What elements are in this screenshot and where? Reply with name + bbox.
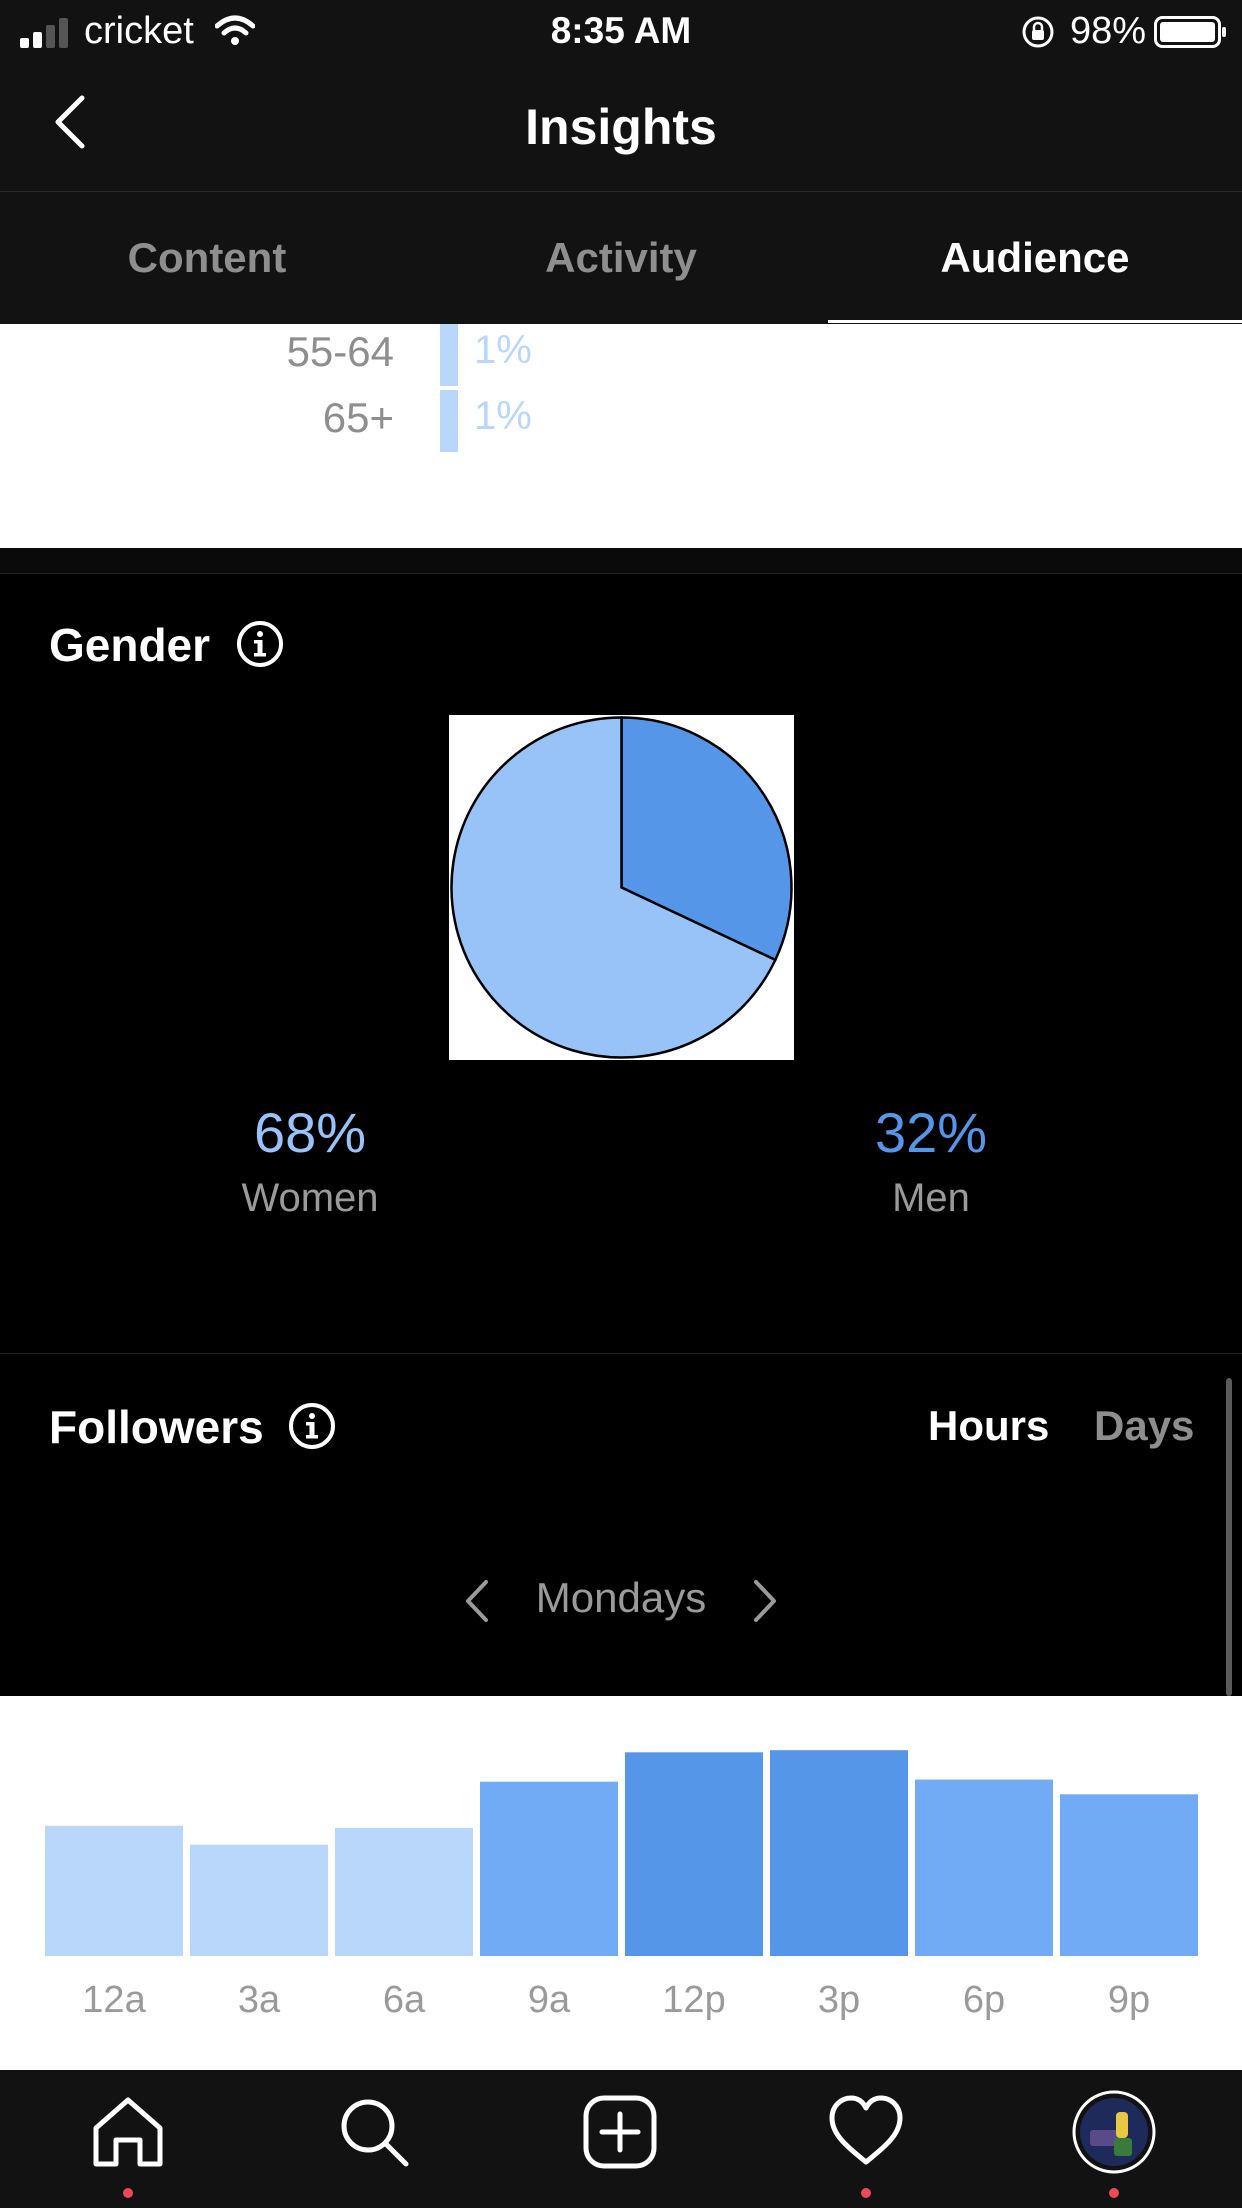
age-row: 55-64 1% [0,324,1242,386]
bar-9p [1060,1794,1198,1956]
add-post-icon[interactable] [580,2092,660,2172]
x-tick-label: 12a [82,1979,146,2021]
battery-percent: 98% [1070,10,1147,52]
chevron-right-icon[interactable] [750,1578,780,1624]
pie-slice-women [450,716,777,1059]
section-separator [0,548,1242,574]
days-toggle[interactable]: Days [1094,1402,1195,1449]
home-icon[interactable] [88,2092,168,2172]
rotation-lock-icon [1022,16,1054,48]
info-icon[interactable] [287,1401,337,1451]
age-range-section: 55-64 1% 65+ 1% [0,324,1242,548]
bar-svg: 12a 3a 6a 9a 12p 3p 6p 9p [45,1750,1198,2021]
bar-3a [190,1844,328,1956]
age-bar [440,324,458,386]
gender-pie-chart [449,715,794,1060]
x-tick-label: 6p [963,1979,1005,2021]
x-tick-label: 9p [1108,1979,1150,2021]
x-tick-label: 3p [818,1979,860,2021]
search-icon[interactable] [334,2092,414,2172]
section-divider [0,1353,1242,1354]
pie-slice-men [620,716,793,962]
bottom-nav [0,2070,1242,2208]
tab-content[interactable]: Content [127,234,287,281]
tab-audience[interactable]: Audience [940,234,1130,281]
bar-6p [915,1779,1053,1956]
heart-icon[interactable] [826,2092,906,2172]
women-label: Women [241,1176,379,1220]
age-row: 65+ 1% [0,390,1242,452]
page-title: Insights [525,99,717,155]
age-value: 1% [474,328,532,372]
status-time: 8:35 AM [550,10,692,51]
notification-dot [1109,2188,1119,2198]
men-percent: 32% [874,1101,988,1164]
age-label: 55-64 [286,328,394,375]
bar-12p [625,1752,763,1956]
active-tab-indicator [828,320,1242,323]
info-icon[interactable] [235,619,285,669]
hours-toggle[interactable]: Hours [928,1402,1050,1449]
day-navigator: Mondays [0,1570,1242,1630]
age-value: 1% [474,394,532,438]
men-label: Men [892,1176,970,1220]
x-tick-label: 6a [383,1979,426,2021]
gender-title: Gender [49,619,211,671]
bar-3p [770,1750,908,1956]
scrollbar[interactable] [1226,1378,1232,1696]
back-icon[interactable] [52,92,88,152]
chevron-left-icon[interactable] [462,1578,492,1624]
notification-dot [123,2188,133,2198]
women-percent: 68% [253,1101,367,1164]
x-tick-label: 12p [662,1979,725,2021]
tab-bar: Content Activity Audience [0,192,1242,324]
header: Insights [0,62,1242,192]
status-bar: cricket 8:35 AM 98% [0,0,1242,62]
x-tick-label: 9a [528,1979,571,2021]
bar-9a [480,1781,618,1956]
profile-avatar[interactable] [1072,2090,1156,2174]
bar-12a [45,1825,183,1956]
followers-title: Followers [49,1401,264,1453]
followers-bar-chart: 12a 3a 6a 9a 12p 3p 6p 9p [0,1696,1242,2070]
age-bar [440,390,458,452]
tab-activity[interactable]: Activity [545,234,697,281]
age-label: 65+ [322,394,394,441]
battery-icon [1154,16,1226,48]
carrier-name: cricket [84,10,194,52]
wifi-icon [215,15,255,45]
notification-dot [861,2188,871,2198]
x-tick-label: 3a [238,1979,281,2021]
selected-day: Mondays [535,1574,707,1621]
signal-icon [20,18,68,48]
pie-svg [450,716,793,1059]
bar-6a [335,1827,473,1956]
